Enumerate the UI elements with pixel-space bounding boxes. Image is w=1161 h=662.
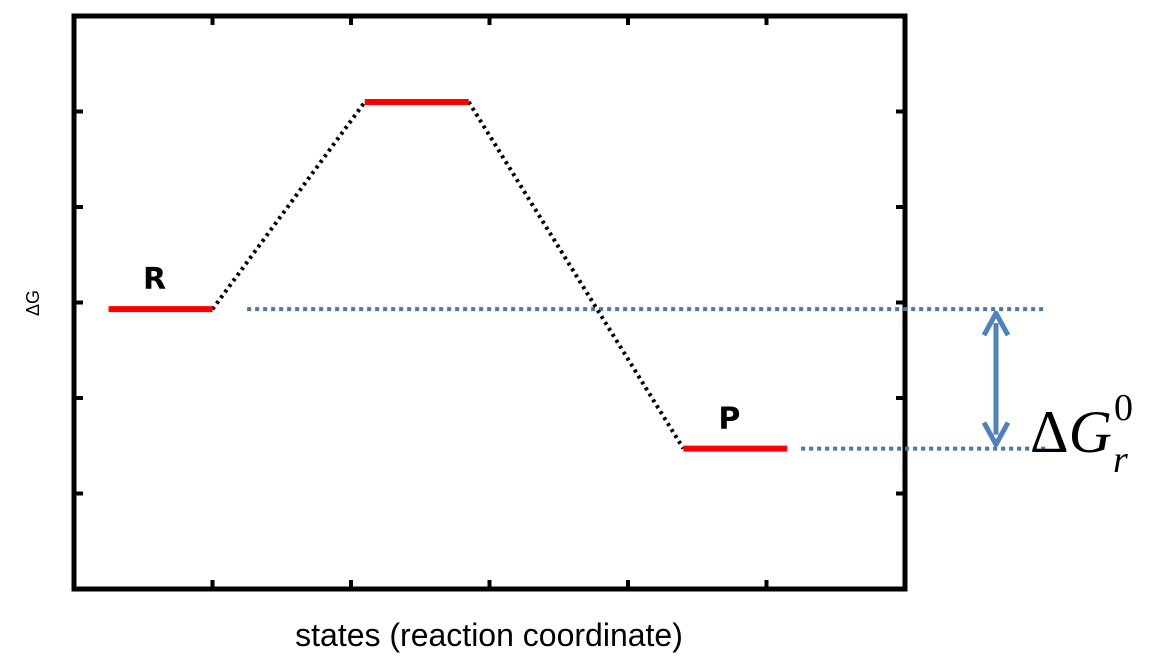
arrow-head-top xyxy=(981,310,1011,337)
y-axis-label: ΔG xyxy=(23,290,43,316)
arrow-head-bottom xyxy=(981,421,1011,448)
level-label-r: R xyxy=(143,262,166,297)
level-labels: RP xyxy=(143,262,740,436)
connector-2 xyxy=(467,100,686,450)
delta-g-label: ΔG0 r xyxy=(1030,387,1133,481)
delta-g-arrow xyxy=(981,310,1011,448)
x-axis-label: states (reaction coordinate) xyxy=(295,617,683,653)
axis-ticks xyxy=(74,16,905,589)
reference-lines xyxy=(247,307,1046,451)
plot-frame xyxy=(71,13,908,592)
connector-lines xyxy=(210,100,686,450)
energy-levels xyxy=(108,98,788,452)
level-label-p: P xyxy=(718,402,740,437)
connector-1 xyxy=(210,100,367,311)
